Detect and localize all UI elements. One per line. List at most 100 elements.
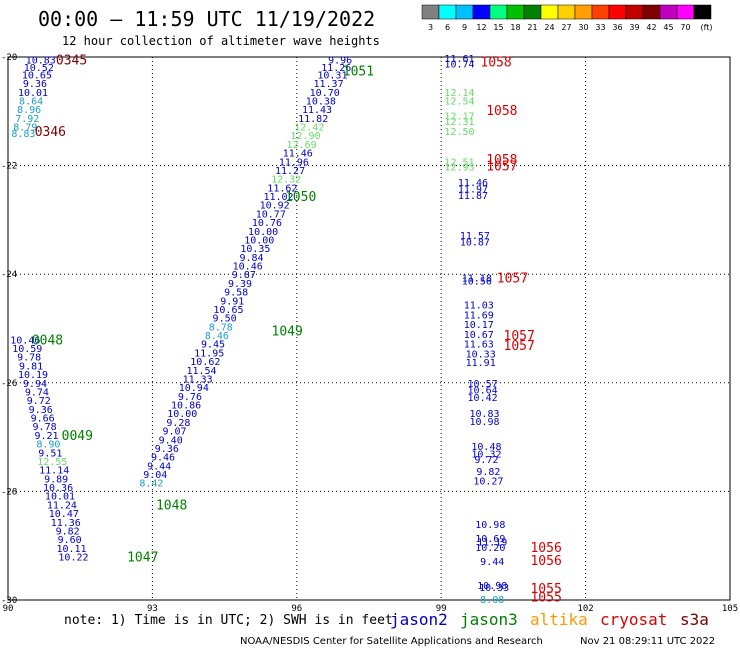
wave-height-value: 10.70 (310, 88, 340, 99)
wave-height-value: 10.56 (462, 277, 492, 288)
colorbar-swatch (608, 4, 627, 20)
wave-height-value: 11.36 (51, 518, 81, 529)
wave-height-value: 9.36 (23, 79, 47, 90)
chart-subtitle: 12 hour collection of altimeter wave hei… (62, 34, 380, 48)
wave-height-value: 9.58 (224, 288, 248, 299)
wave-height-value: 9.81 (19, 361, 43, 372)
time-tag: 0345 (56, 54, 87, 69)
wave-height-value: 10.83 (26, 56, 56, 67)
colorbar-label: 33 (595, 23, 605, 32)
time-tag: 1057 (504, 329, 535, 344)
satellite-legend-item: jason2 (390, 610, 448, 629)
wave-height-value: 11.46 (283, 149, 313, 160)
y-tick-label: -22 (1, 162, 17, 172)
wave-height-value: 8.64 (19, 96, 43, 107)
wave-height-value: 10.27 (473, 477, 503, 488)
y-tick-label: -24 (1, 270, 17, 280)
y-tick-label: -20 (1, 53, 17, 63)
wave-height-value: 10.48 (471, 442, 501, 453)
wave-height-value: 9.82 (56, 526, 80, 537)
wave-height-value: 11.95 (194, 348, 224, 359)
wave-height-value: 10.57 (468, 379, 498, 390)
wave-height-value: 12.54 (444, 96, 474, 107)
y-tick-label: -26 (1, 379, 17, 389)
colorbar-swatch (455, 4, 474, 20)
wave-height-value: 9.36 (29, 405, 53, 416)
wave-height-value: 10.98 (469, 417, 499, 428)
wave-height-value: 10.00 (248, 227, 278, 238)
wave-height-value: 10.92 (260, 201, 290, 212)
time-tag: 1051 (343, 65, 374, 80)
wave-height-value: 10.83 (469, 409, 499, 420)
wave-height-value: 11.14 (39, 466, 69, 477)
colorbar-swatch (523, 4, 542, 20)
wave-height-value: 11.61 (444, 54, 474, 65)
wave-height-value: 9.74 (25, 387, 49, 398)
wave-height-value: 10.87 (460, 238, 490, 249)
wave-height-value: 8.96 (17, 105, 41, 116)
wave-height-value: 9.39 (228, 279, 252, 290)
colorbar-label: (ft) (700, 23, 712, 32)
wave-height-value: 10.67 (464, 330, 494, 341)
wave-height-value: 10.47 (49, 509, 79, 520)
wave-height-value: 11.97 (458, 184, 488, 195)
wave-height-value: 10.62 (190, 357, 220, 368)
wave-height-value: 11.43 (302, 105, 332, 116)
footer-credit: NOAA/NESDIS Center for Satellite Applica… (240, 636, 543, 647)
y-tick-label: -30 (1, 596, 17, 606)
wave-height-value: 10.77 (256, 209, 286, 220)
wave-height-value: 8.90 (36, 440, 60, 451)
wave-height-value: 9.50 (213, 314, 237, 325)
wave-height-value: 10.65 (213, 305, 243, 316)
wave-height-value: 10.36 (43, 483, 73, 494)
wave-height-value: 10.86 (171, 401, 201, 412)
wave-height-value: 9.28 (166, 418, 190, 429)
x-tick-label: 96 (291, 604, 302, 614)
wave-height-value: 10.00 (244, 235, 274, 246)
plot-frame (7, 56, 731, 601)
wave-height-value: 9.60 (58, 535, 82, 546)
x-tick-label: 93 (147, 604, 158, 614)
satellite-legend-item: s3a (680, 610, 709, 629)
wave-height-value: 12.55 (37, 457, 67, 468)
wave-height-value: 10.17 (464, 320, 494, 331)
time-tag: 0049 (62, 429, 93, 444)
wave-height-value: 9.21 (34, 431, 58, 442)
time-tag: 1049 (272, 325, 303, 340)
colorbar-swatch (557, 4, 576, 20)
grid (8, 57, 730, 600)
colorbar-swatch (625, 4, 644, 20)
wave-height-value: 11.82 (298, 114, 328, 125)
wave-height-value: 12.69 (287, 140, 317, 151)
wave-height-value: 10.01 (45, 492, 75, 503)
wave-height-value: 10.22 (58, 553, 88, 564)
wave-height-value: 10.64 (468, 385, 498, 396)
x-tick-label: 102 (577, 604, 593, 614)
colorbar-swatch (574, 4, 593, 20)
wave-height-value: 10.19 (18, 370, 48, 381)
colorbar-label: 30 (578, 23, 588, 32)
wave-height-value: 9.66 (31, 414, 55, 425)
wave-height-value: 12.14 (444, 88, 474, 99)
colorbar-label: 9 (462, 23, 467, 32)
x-tick-label: 90 (3, 604, 14, 614)
wave-height-value: 11.26 (321, 63, 351, 74)
time-tag: 1055 (530, 591, 561, 606)
colorbar-swatch (489, 4, 508, 20)
time-tag: 1048 (156, 498, 187, 513)
wave-height-value: 9.40 (159, 435, 183, 446)
wave-height-value: 12.17 (444, 112, 474, 123)
colorbar-label: 3 (428, 23, 433, 32)
wave-height-value: 12.90 (290, 131, 320, 142)
wave-height-value: 11.57 (460, 231, 490, 242)
wave-height-value: 8.08 (480, 595, 504, 606)
colorbar-swatch (693, 4, 712, 20)
wave-height-value: 9.82 (476, 467, 500, 478)
satellite-legend: jason2 jason3 altika cryosat s3a (390, 610, 709, 629)
wave-height-value: 10.00 (167, 409, 197, 420)
wave-height-value: 10.69 (475, 534, 505, 545)
wave-height-value: 8.83 (11, 129, 35, 140)
wave-height-value: 11.27 (275, 166, 305, 177)
wave-height-value: 10.31 (317, 70, 347, 81)
wave-height-value: 10.65 (22, 70, 52, 81)
